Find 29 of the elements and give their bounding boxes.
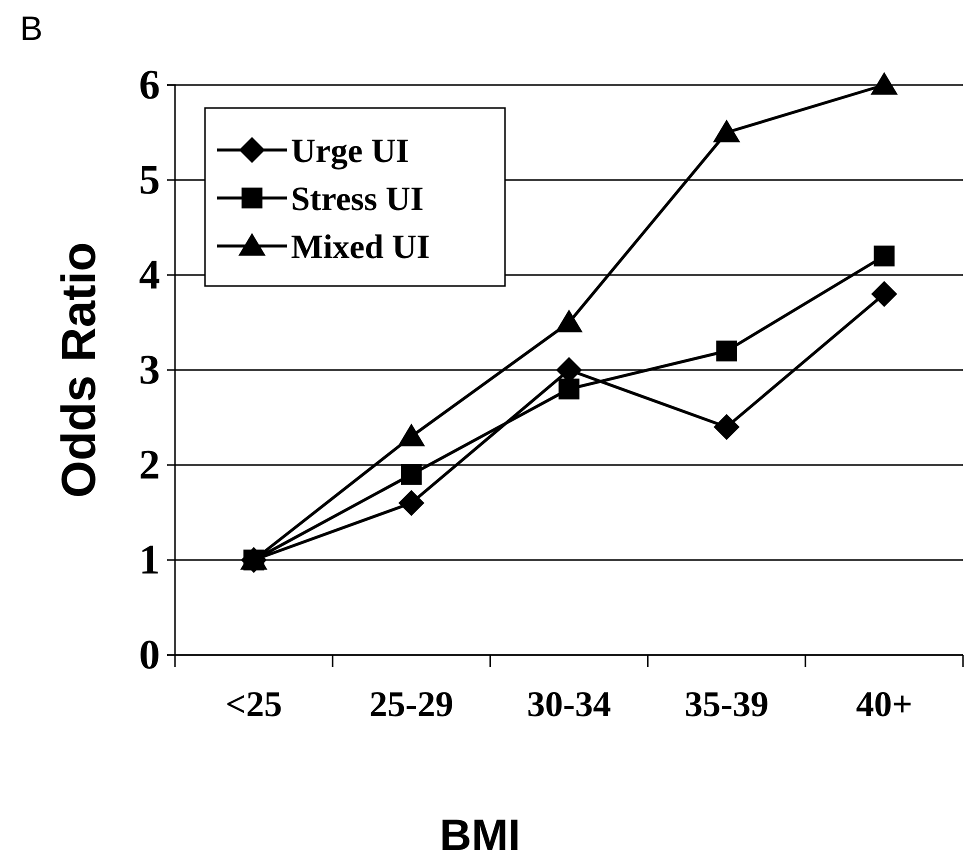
x-tick-label: 30-34 (527, 684, 611, 724)
y-tick-label: 1 (139, 537, 160, 584)
x-axis-title: BMI (440, 811, 520, 860)
point (870, 72, 898, 95)
point (398, 424, 426, 446)
legend-label: Mixed UI (291, 229, 430, 266)
x-tick-label: 40+ (856, 684, 912, 724)
point (401, 464, 422, 485)
y-axis-title: Odds Ratio (53, 242, 106, 498)
x-tick-label: 35-39 (684, 684, 769, 724)
y-tick-label: 4 (139, 252, 160, 298)
point (871, 281, 898, 307)
y-tick-label: 6 (139, 62, 160, 108)
point (716, 340, 737, 362)
y-tick-label: 3 (139, 347, 160, 394)
y-tick-label: 5 (139, 157, 160, 204)
point (714, 414, 740, 440)
point (558, 378, 580, 400)
text: B (20, 10, 43, 48)
x-tick-label: 25-29 (369, 684, 454, 724)
legend-label: Urge UI (291, 133, 410, 170)
y-tick-label: 0 (139, 632, 160, 678)
x-tick-label: <25 (226, 684, 282, 724)
legend-label: Stress UI (291, 181, 424, 218)
point (874, 246, 895, 266)
y-tick-label: 2 (139, 442, 160, 488)
point (398, 490, 424, 516)
point (712, 120, 740, 142)
point (555, 310, 583, 332)
